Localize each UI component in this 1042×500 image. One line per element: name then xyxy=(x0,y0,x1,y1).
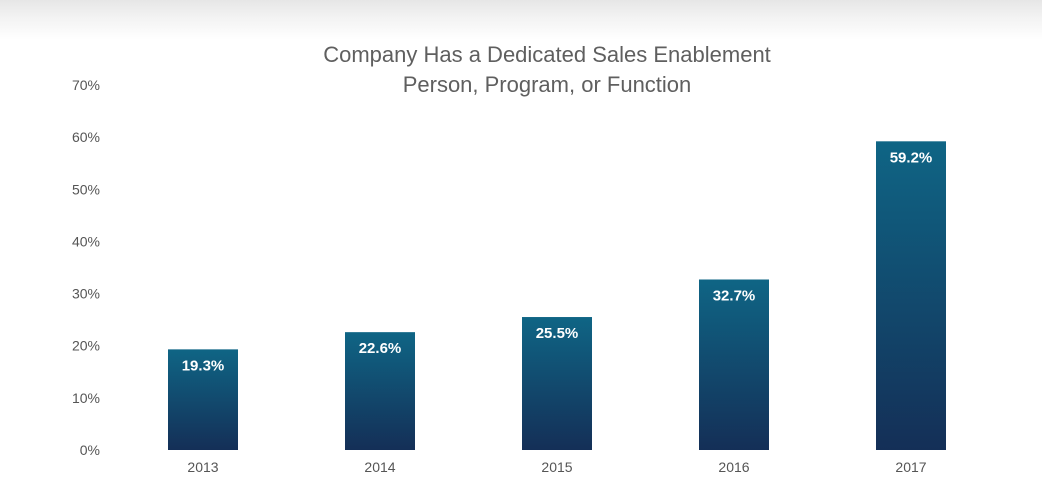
data-label-2014: 22.6% xyxy=(359,340,402,357)
y-tick-label: 70% xyxy=(72,77,100,93)
chart-title: Company Has a Dedicated Sales Enablement… xyxy=(247,40,847,100)
bar-2015 xyxy=(522,317,592,450)
bar-2013 xyxy=(168,349,238,450)
data-label-2017: 59.2% xyxy=(890,149,933,166)
data-label-2016: 32.7% xyxy=(713,287,756,304)
chart-title-line-2: Person, Program, or Function xyxy=(402,72,692,97)
chart-title-line-1: Company Has a Dedicated Sales Enablement xyxy=(323,42,771,67)
y-tick-label: 40% xyxy=(72,233,100,249)
bar-2016 xyxy=(699,279,769,450)
bar-2017 xyxy=(876,141,946,451)
y-tick-label: 10% xyxy=(72,390,100,406)
y-tick-label: 0% xyxy=(80,442,100,458)
data-label-2015: 25.5% xyxy=(536,325,579,342)
x-axis: 2013 2014 2015 2016 2017 xyxy=(187,459,926,475)
x-tick-label-2015: 2015 xyxy=(541,459,572,475)
x-tick-label-2016: 2016 xyxy=(718,459,749,475)
data-label-2013: 19.3% xyxy=(182,357,225,374)
y-tick-label: 20% xyxy=(72,338,100,354)
y-tick-label: 50% xyxy=(72,181,100,197)
bars-group: 19.3% 22.6% 25.5% 32.7% 59.2% xyxy=(168,141,946,451)
bar-2014 xyxy=(345,332,415,450)
y-axis: 0% 10% 20% 30% 40% 50% 60% 70% xyxy=(72,77,100,458)
y-tick-label: 60% xyxy=(72,129,100,145)
x-tick-label-2014: 2014 xyxy=(364,459,395,475)
top-background-haze xyxy=(0,0,1042,40)
x-tick-label-2017: 2017 xyxy=(895,459,926,475)
x-tick-label-2013: 2013 xyxy=(187,459,218,475)
y-tick-label: 30% xyxy=(72,286,100,302)
